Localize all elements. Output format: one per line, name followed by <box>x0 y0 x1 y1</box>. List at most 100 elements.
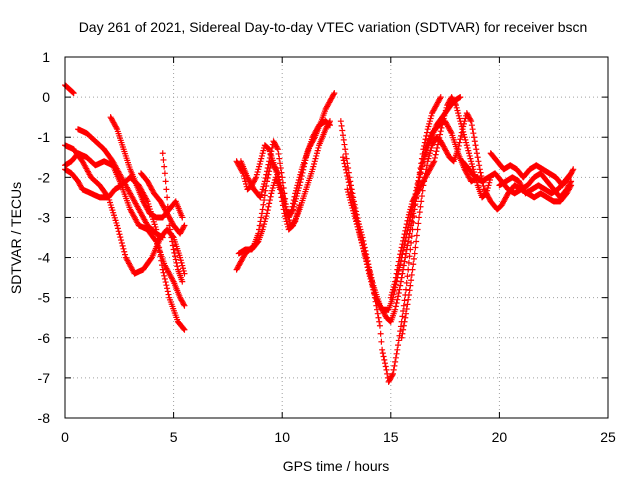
y-tick-labels: -8 -7 -6 -5 -4 -3 -2 -1 0 1 <box>38 49 51 426</box>
data-point-marker <box>443 104 450 111</box>
series-pass-h <box>159 150 186 285</box>
data-point-marker <box>267 151 274 158</box>
series-pass-d <box>62 166 188 333</box>
data-point-marker <box>263 213 270 220</box>
data-point-marker <box>281 210 288 217</box>
data-point-marker <box>167 230 174 237</box>
data-point-marker <box>384 370 391 377</box>
data-point-marker <box>302 157 309 164</box>
series-pass-p <box>387 94 494 301</box>
data-point-marker <box>358 239 365 246</box>
data-point-marker <box>421 178 428 185</box>
data-point-marker <box>431 158 438 165</box>
data-point-marker <box>311 158 318 165</box>
data-point-marker <box>400 302 407 309</box>
data-point-marker <box>120 245 127 252</box>
data-point-marker <box>362 253 369 260</box>
data-point-marker <box>118 237 125 244</box>
data-point-marker <box>395 262 402 269</box>
x-tick-labels: 0 5 10 15 20 25 <box>61 429 616 445</box>
data-point-marker <box>294 190 301 197</box>
data-point-marker <box>459 126 466 133</box>
data-point-marker <box>346 182 353 189</box>
data-point-marker <box>281 190 288 197</box>
data-point-marker <box>70 90 77 97</box>
data-point-marker <box>428 144 435 151</box>
data-point-marker <box>360 245 367 252</box>
data-point-marker <box>157 253 164 260</box>
data-point-marker <box>390 283 397 290</box>
data-point-marker <box>398 244 405 251</box>
series-pass-c <box>62 150 188 309</box>
data-point-marker <box>407 282 414 289</box>
data-point-marker <box>290 203 297 210</box>
data-point-marker <box>118 239 125 246</box>
data-point-marker <box>366 266 373 273</box>
data-point-marker <box>417 203 424 210</box>
data-point-marker <box>342 150 349 157</box>
data-point-marker <box>344 172 351 179</box>
data-point-marker <box>400 262 407 269</box>
data-point-marker <box>408 277 415 284</box>
data-point-marker <box>341 160 348 167</box>
data-point-marker <box>294 210 301 217</box>
data-point-marker <box>396 286 403 293</box>
data-point-marker <box>397 282 404 289</box>
data-point-marker <box>256 222 263 229</box>
data-point-marker <box>476 166 483 173</box>
series-pass-l <box>237 138 303 229</box>
data-point-marker <box>408 222 415 229</box>
data-point-marker <box>350 210 357 217</box>
data-point-marker <box>312 155 319 162</box>
data-point-marker <box>279 198 286 205</box>
data-point-marker <box>163 186 170 193</box>
data-point-marker <box>266 200 273 207</box>
data-point-marker <box>418 193 425 200</box>
data-point-marker <box>282 195 289 202</box>
data-point-marker <box>161 170 168 177</box>
data-point-marker <box>475 158 482 165</box>
data-point-marker <box>392 303 399 310</box>
data-point-marker <box>570 166 577 173</box>
data-point-marker <box>162 178 169 185</box>
data-point-marker <box>261 178 268 185</box>
data-point-marker <box>392 306 399 313</box>
data-point-marker <box>117 234 124 241</box>
data-point-marker <box>283 206 290 213</box>
data-point-marker <box>437 94 444 101</box>
x-tick-label: 25 <box>600 429 616 445</box>
data-point-marker <box>422 170 429 177</box>
data-point-marker <box>180 301 187 308</box>
data-point-marker <box>382 360 389 367</box>
y-tick-label: -8 <box>38 410 51 426</box>
data-point-marker <box>382 363 389 370</box>
data-point-marker <box>114 222 121 229</box>
data-point-marker <box>293 193 300 200</box>
data-point-marker <box>455 110 462 117</box>
data-point-marker <box>404 301 411 308</box>
data-point-marker <box>261 197 268 204</box>
data-point-marker <box>263 171 270 178</box>
data-point-marker <box>363 255 370 262</box>
data-point-marker <box>392 358 399 365</box>
data-point-marker <box>266 197 273 204</box>
data-point-marker <box>275 150 282 157</box>
y-tick-label: -6 <box>38 330 51 346</box>
data-point-marker <box>395 258 402 265</box>
data-point-marker <box>163 282 170 289</box>
data-point-marker <box>346 194 353 201</box>
data-point-marker <box>278 169 285 176</box>
data-point-marker <box>296 182 303 189</box>
data-point-marker <box>258 214 265 221</box>
data-point-marker <box>172 253 179 260</box>
data-point-marker <box>292 195 299 202</box>
data-point-marker <box>410 210 417 217</box>
data-point-marker <box>380 353 387 360</box>
data-point-marker <box>170 246 177 253</box>
data-point-marker <box>313 152 320 159</box>
data-point-marker <box>416 174 423 181</box>
data-point-marker <box>261 181 268 188</box>
data-point-marker <box>265 161 272 168</box>
data-point-marker <box>452 102 459 109</box>
data-point-marker <box>258 210 265 217</box>
